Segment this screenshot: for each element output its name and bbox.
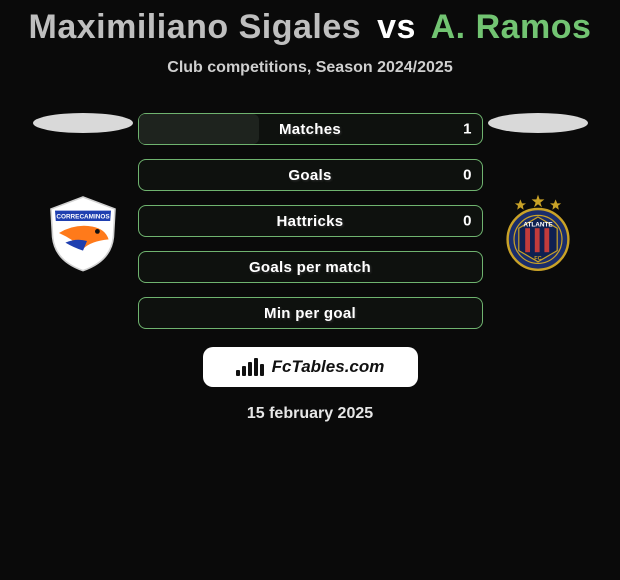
svg-text:FC: FC — [534, 256, 541, 262]
date-text: 15 february 2025 — [0, 405, 620, 423]
stat-fill — [139, 114, 259, 144]
stat-value: 0 — [463, 213, 471, 230]
stat-label: Hattricks — [277, 213, 344, 230]
svg-text:ATLANTE: ATLANTE — [523, 222, 553, 229]
atlante-crest-icon: ATLANTE FC — [498, 193, 578, 273]
stats-list: Matches 1 Goals 0 Hattricks 0 Goals per … — [138, 113, 483, 329]
bar-chart-icon — [236, 358, 264, 376]
comparison-title: Maximiliano Sigales vs A. Ramos — [0, 0, 620, 47]
branding-text: FcTables.com — [272, 357, 385, 377]
stat-label: Min per goal — [264, 305, 356, 322]
svg-text:CORRECAMINOS: CORRECAMINOS — [56, 214, 110, 221]
branding-box[interactable]: FcTables.com — [203, 347, 418, 387]
stat-label: Matches — [279, 121, 341, 138]
player1-avatar-placeholder — [33, 113, 133, 133]
stat-row-hattricks: Hattricks 0 — [138, 205, 483, 237]
player2-avatar-placeholder — [488, 113, 588, 133]
content-area: CORRECAMINOS Matches 1 Goals 0 Hattricks… — [0, 113, 620, 329]
player2-name: A. Ramos — [431, 8, 592, 46]
stat-value: 0 — [463, 167, 471, 184]
player1-name: Maximiliano Sigales — [29, 8, 362, 46]
stat-row-mpg: Min per goal — [138, 297, 483, 329]
stat-row-goals: Goals 0 — [138, 159, 483, 191]
left-column: CORRECAMINOS — [28, 113, 138, 273]
stat-label: Goals — [288, 167, 331, 184]
subtitle-text: Club competitions, Season 2024/2025 — [0, 59, 620, 77]
correcaminos-crest-icon: CORRECAMINOS — [43, 193, 123, 273]
stat-value: 1 — [463, 121, 471, 138]
vs-text: vs — [377, 8, 416, 46]
right-column: ATLANTE FC — [483, 113, 593, 273]
stat-row-matches: Matches 1 — [138, 113, 483, 145]
stat-row-gpm: Goals per match — [138, 251, 483, 283]
stat-label: Goals per match — [249, 259, 371, 276]
